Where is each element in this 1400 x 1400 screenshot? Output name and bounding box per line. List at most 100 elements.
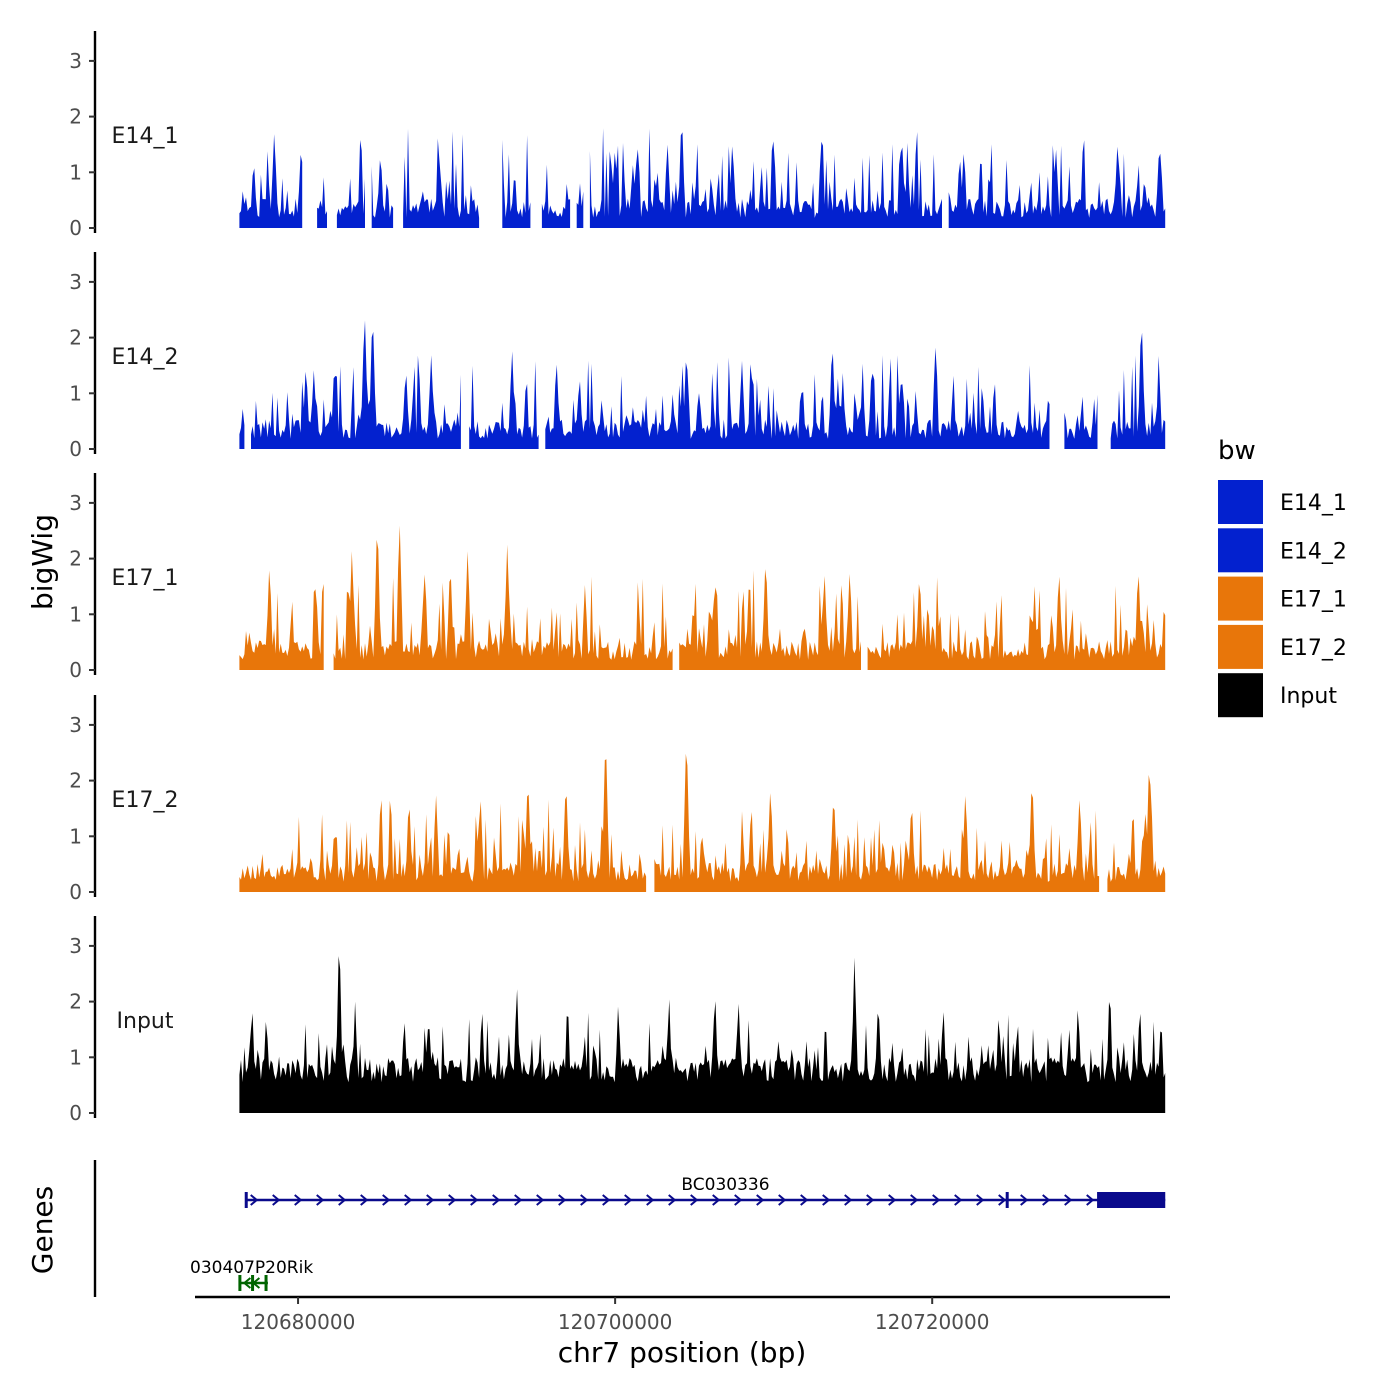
strand-arrow	[1064, 1194, 1073, 1206]
strand-arrow	[558, 1194, 567, 1206]
coverage-area	[239, 956, 1166, 1113]
y-tick-label: 1	[69, 1045, 82, 1069]
gene-exon	[244, 1192, 248, 1208]
legend-key	[1218, 480, 1263, 524]
coverage-area	[371, 160, 394, 228]
strand-arrow	[668, 1194, 677, 1206]
gene-label: 030407P20Rik	[190, 1258, 313, 1278]
strand-arrow	[360, 1194, 369, 1206]
strand-arrow	[470, 1194, 479, 1206]
y-tick-label: 2	[69, 326, 82, 350]
gene-exon	[238, 1275, 242, 1291]
legend-key	[1218, 673, 1263, 718]
strand-arrow	[954, 1194, 963, 1206]
y-tick-label: 2	[69, 990, 82, 1014]
legend-title: bw	[1218, 436, 1256, 466]
strand-arrow	[580, 1194, 589, 1206]
y-tick-label: 0	[69, 658, 82, 682]
coverage-area	[239, 134, 303, 228]
track-e17-1: 0 1 2 3 E17_1	[69, 473, 1166, 682]
x-tick-label: 120700000	[558, 1310, 673, 1334]
coverage-area	[502, 135, 531, 228]
coverage-area	[251, 320, 461, 449]
x-tick-label: 120680000	[241, 1310, 356, 1334]
coverage-area	[333, 525, 673, 670]
track-label: E17_1	[112, 566, 179, 591]
strand-arrow	[646, 1194, 655, 1206]
strand-arrow	[602, 1194, 611, 1206]
coverage-area	[1107, 774, 1166, 892]
x-axis: 120680000 120700000 120720000	[195, 1295, 1170, 1334]
strand-arrow	[316, 1194, 325, 1206]
y-tick-label: 1	[69, 381, 82, 405]
coverage-area	[469, 351, 539, 449]
track-input: 0 1 2 3 Input	[69, 916, 1166, 1125]
coverage-area	[317, 177, 327, 228]
legend-key	[1218, 624, 1263, 669]
y-tick-label: 2	[69, 105, 82, 129]
coverage-area	[545, 347, 1050, 449]
strand-arrow	[272, 1194, 281, 1206]
track-label: E14_2	[112, 345, 179, 370]
coverage-area	[403, 128, 480, 228]
strand-arrow	[1020, 1194, 1029, 1206]
legend-label: E17_1	[1280, 588, 1347, 613]
gene-annotation-panel: BC030336 030407P20Rik	[93, 1160, 1166, 1297]
coverage-area	[679, 569, 861, 670]
strand-arrow	[734, 1194, 743, 1206]
y-tick-label: 0	[69, 437, 82, 461]
track-label: Input	[117, 1009, 174, 1034]
track-e17-2: 0 1 2 3 E17_2	[69, 695, 1166, 904]
strand-arrow	[976, 1194, 985, 1206]
y-tick-label: 0	[69, 1101, 82, 1125]
coverage-area	[1064, 394, 1098, 449]
y-tick-label: 3	[69, 713, 82, 737]
y-tick-label: 3	[69, 934, 82, 958]
strand-arrow	[250, 1194, 259, 1206]
strand-arrow	[624, 1194, 633, 1206]
track-label: E17_2	[112, 788, 179, 813]
gene-exon	[264, 1275, 268, 1291]
strand-arrow	[242, 1277, 252, 1289]
strand-arrow	[910, 1194, 919, 1206]
coverage-area	[239, 408, 245, 449]
legend-key	[1218, 528, 1263, 573]
strand-arrow	[822, 1194, 831, 1206]
strand-arrow	[294, 1194, 303, 1206]
legend: bw E14_1 E14_2 E17_1 E17_2 Input	[1218, 436, 1347, 718]
coverage-area	[576, 183, 584, 228]
gene-exon	[1005, 1192, 1009, 1208]
strand-arrow	[382, 1194, 391, 1206]
strand-arrow	[426, 1194, 435, 1206]
strand-arrow	[536, 1194, 545, 1206]
y-tick-label: 3	[69, 491, 82, 515]
y-tick-label: 1	[69, 824, 82, 848]
strand-arrow	[888, 1194, 897, 1206]
strand-arrow	[844, 1194, 853, 1206]
strand-arrow	[492, 1194, 501, 1206]
legend-key	[1218, 576, 1263, 621]
x-tick-label: 120720000	[875, 1310, 990, 1334]
y-axis-title: bigWig	[26, 514, 59, 610]
x-axis-title: chr7 position (bp)	[558, 1336, 807, 1369]
coverage-area	[336, 140, 365, 228]
gene-label: BC030336	[681, 1175, 769, 1195]
gene-bc030336: BC030336	[244, 1175, 1166, 1208]
strand-arrow	[404, 1194, 413, 1206]
legend-label: E14_2	[1280, 539, 1347, 564]
coverage-area	[1110, 332, 1166, 449]
legend-label: Input	[1280, 684, 1337, 709]
coverage-area	[239, 570, 324, 670]
track-label: E14_1	[112, 124, 179, 149]
gene-4930407p20rik: 030407P20Rik	[190, 1258, 313, 1291]
strand-arrow	[778, 1194, 787, 1206]
strand-arrow	[712, 1194, 721, 1206]
coverage-tracks: 0 1 2 3 E14_1 0 1 2 3 E14_2 0 1 2 3 E17_1 0 1 2 3 E17_2 0 1 2 3…	[69, 31, 1166, 1125]
y-tick-label: 2	[69, 769, 82, 793]
gene-exon	[1097, 1192, 1166, 1208]
y-tick-label: 2	[69, 547, 82, 571]
strand-arrow	[756, 1194, 765, 1206]
y-tick-label: 3	[69, 270, 82, 294]
strand-arrow	[690, 1194, 699, 1206]
